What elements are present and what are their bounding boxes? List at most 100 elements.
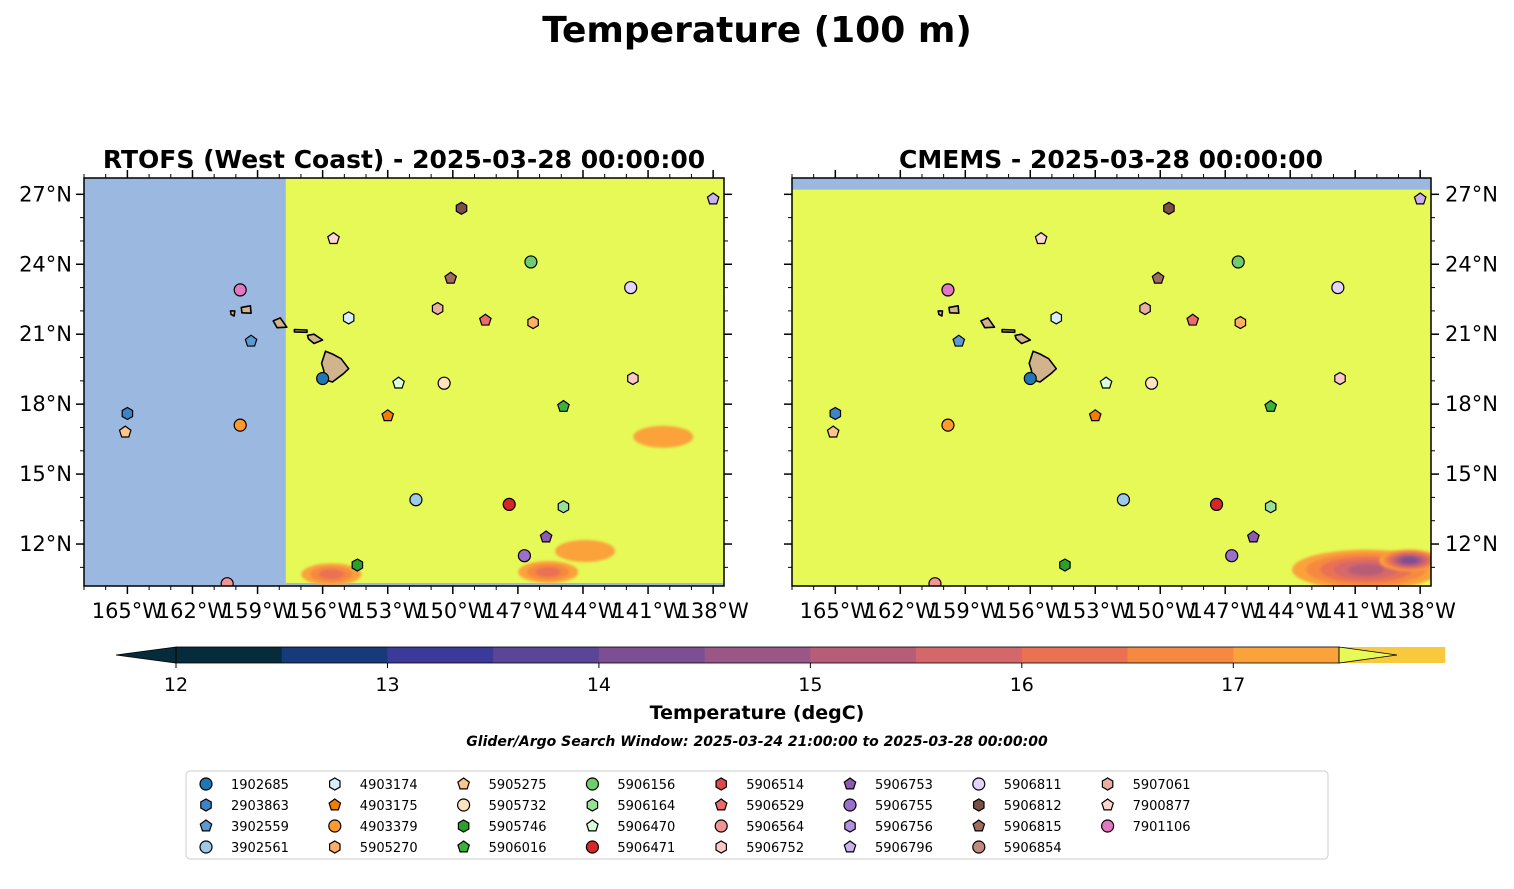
colorbar-tick-label: 12 (164, 674, 188, 696)
rtofs-panel-title: RTOFS (West Coast) - 2025-03-28 00:00:00 (103, 145, 705, 174)
legend-entry-4903379: 4903379 (328, 819, 418, 835)
float-marker-5906164 (557, 500, 570, 514)
contour-level (1401, 557, 1418, 564)
oahu-island (272, 317, 288, 329)
y-tick-label: 21°N (19, 322, 72, 346)
legend-entry-5906796: 5906796 (843, 840, 933, 856)
float-marker-5906812 (455, 201, 468, 216)
x-tick-label: 138°W (1384, 599, 1456, 623)
no-data-strip (285, 583, 724, 586)
colorbar-bin (387, 647, 494, 663)
x-tick-label: 159°W (222, 599, 294, 623)
legend-marker (715, 840, 727, 854)
float-marker-5905732 (437, 376, 451, 390)
legend-label: 5907061 (1133, 778, 1191, 793)
legend-marker (972, 840, 986, 854)
legend-label: 5905732 (489, 799, 547, 814)
float-marker-4903379 (941, 418, 955, 432)
float-marker-4903174 (1050, 311, 1063, 325)
legend-label: 5905275 (489, 778, 547, 793)
legend-label: 4903174 (360, 778, 418, 793)
legend-entry-5906471: 5906471 (585, 840, 675, 856)
niihau-island (937, 310, 944, 317)
legend-entry-5905732: 5905732 (457, 798, 547, 814)
legend-label: 5906812 (1004, 799, 1062, 814)
float-marker-3902561 (409, 493, 423, 507)
legend-marker (843, 777, 857, 790)
legend-entry-5906529: 5906529 (714, 798, 804, 814)
legend-label: 4903175 (360, 799, 418, 814)
legend-entry-5906755: 5906755 (843, 798, 933, 814)
cool-patch (633, 425, 694, 448)
legend-entry-3902561: 3902561 (199, 840, 289, 856)
legend-label: 2903863 (231, 799, 289, 814)
rtofs-plot-frame (83, 177, 725, 587)
figure-title: Temperature (100 m) (542, 10, 972, 51)
legend-label: 5906529 (746, 799, 804, 814)
float-marker-4903379 (233, 418, 247, 432)
legend-entry-5906564: 5906564 (714, 819, 804, 835)
float-marker-5906164 (1264, 500, 1277, 514)
legend-marker (200, 798, 212, 812)
legend-entry-7901106: 7901106 (1100, 819, 1191, 835)
float-marker-5906471 (502, 497, 516, 511)
legend-label: 5906514 (746, 778, 804, 793)
float-marker-5906811 (1331, 280, 1345, 295)
legend-label: 5906756 (875, 820, 933, 835)
colorbar-bin (281, 647, 388, 663)
legend-label: 5905270 (360, 841, 418, 856)
legend-label: 5906156 (617, 778, 675, 793)
legend-entry-5906514: 5906514 (715, 777, 804, 793)
x-tick-label: 141°W (1320, 599, 1392, 623)
cmems-float-markers (826, 192, 1427, 586)
x-tick-label: 153°W (352, 599, 424, 623)
float-marker-5906815 (444, 271, 458, 284)
legend-marker (1101, 798, 1115, 811)
y-tick-label: 12°N (19, 532, 72, 556)
legend-marker (715, 777, 727, 791)
hawaii-big-island (1028, 350, 1058, 383)
legend-label: 1902685 (231, 778, 289, 793)
legend-entry-3902559: 3902559 (199, 819, 289, 835)
legend-entry-5905270: 5905270 (329, 840, 418, 856)
cmems-warm-patches (1292, 549, 1431, 586)
colorbar-bin (916, 647, 1023, 663)
legend-marker (585, 777, 600, 791)
y-tick-label: 12°N (1445, 532, 1498, 556)
x-tick-label: 165°W (92, 599, 164, 623)
x-tick-label: 150°W (1125, 599, 1197, 623)
legend-entry-5905275: 5905275 (457, 777, 547, 793)
oahu-island (980, 317, 996, 329)
cool-patch (1379, 549, 1431, 572)
legend-label: 5906815 (1004, 820, 1062, 835)
legend-label: 5906796 (875, 841, 933, 856)
float-marker-5906470 (392, 376, 405, 389)
cmems-map-panel: CMEMS - 2025-03-28 00:00:00 165°W162°W15… (784, 145, 1498, 623)
legend-label: 5906854 (1004, 841, 1062, 856)
float-marker-3902559 (244, 334, 258, 347)
legend-marker (329, 777, 341, 791)
x-tick-label: 147°W (482, 599, 554, 623)
y-tick-label: 15°N (19, 462, 72, 486)
x-tick-label: 144°W (1255, 599, 1327, 623)
legend-marker (585, 840, 600, 854)
float-marker-5906811 (624, 280, 638, 295)
no-data-region (792, 178, 1431, 190)
float-marker-4903174 (342, 311, 355, 325)
colorbar-bin (493, 647, 600, 663)
rtofs-temperature-field (84, 178, 724, 586)
legend-label: 5906016 (489, 841, 547, 856)
colorbar-bin (1127, 647, 1234, 663)
float-marker-5907061 (1139, 301, 1151, 316)
x-tick-label: 165°W (800, 599, 872, 623)
y-tick-label: 27°N (1445, 182, 1498, 206)
legend-marker (329, 840, 341, 854)
legend-frame (185, 770, 1329, 860)
float-marker-5906796 (1413, 192, 1427, 205)
float-marker-5906752 (627, 371, 639, 386)
contour-level (318, 569, 344, 580)
legend-marker (457, 840, 471, 853)
float-legend: 1902685 2903863 3902559 3902561 4903174 49031… (185, 770, 1329, 860)
float-marker-5906529 (1186, 313, 1200, 326)
colorbar-tick-label: 15 (798, 674, 822, 696)
